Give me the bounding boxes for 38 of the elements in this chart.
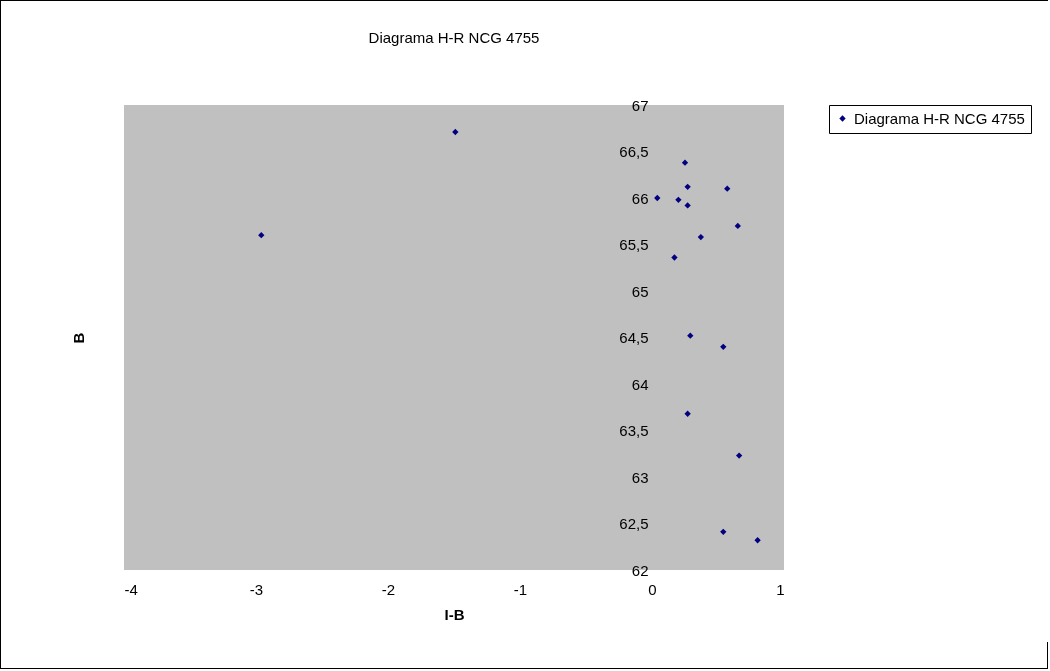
y-tick-label: 67 xyxy=(631,96,649,114)
x-axis-title: I-B xyxy=(444,605,465,623)
x-tick-label: -3 xyxy=(249,580,264,598)
y-tick-label: 64 xyxy=(631,375,649,393)
x-tick-label: -4 xyxy=(124,580,138,598)
y-tick-label: 63 xyxy=(631,468,649,486)
point xyxy=(684,410,691,417)
point xyxy=(675,196,682,204)
y-axis-title: B xyxy=(69,332,87,344)
point xyxy=(654,194,661,202)
point xyxy=(724,185,731,192)
point xyxy=(754,537,761,544)
y-tick-label: 63,5 xyxy=(619,422,649,439)
chart-title: Diagrama H-R NCG 4755 xyxy=(368,29,540,46)
point xyxy=(671,254,678,261)
point xyxy=(687,332,694,339)
point xyxy=(452,128,459,136)
y-tick-label: 65 xyxy=(631,282,649,300)
point xyxy=(684,202,691,209)
point xyxy=(684,183,691,190)
x-tick-label: 0 xyxy=(648,580,657,598)
x-tick-label: -1 xyxy=(513,580,528,598)
point xyxy=(697,233,704,241)
x-tick-label: -2 xyxy=(381,580,396,598)
legend-label: Diagrama H-R NCG 4755 xyxy=(854,109,1025,127)
point xyxy=(735,452,743,459)
x-tick-label: 1 xyxy=(776,580,785,598)
y-tick-label: 62 xyxy=(631,561,649,579)
y-tick-label: 62,5 xyxy=(619,515,649,532)
point xyxy=(720,528,727,536)
point xyxy=(258,232,265,239)
y-tick-label: 66 xyxy=(631,189,649,207)
y-tick-label: 66,5 xyxy=(619,143,649,160)
point xyxy=(681,159,689,166)
point xyxy=(720,343,727,350)
y-tick-label: 64,5 xyxy=(619,329,649,346)
y-tick-label: 65,5 xyxy=(619,236,649,253)
point xyxy=(734,222,741,230)
